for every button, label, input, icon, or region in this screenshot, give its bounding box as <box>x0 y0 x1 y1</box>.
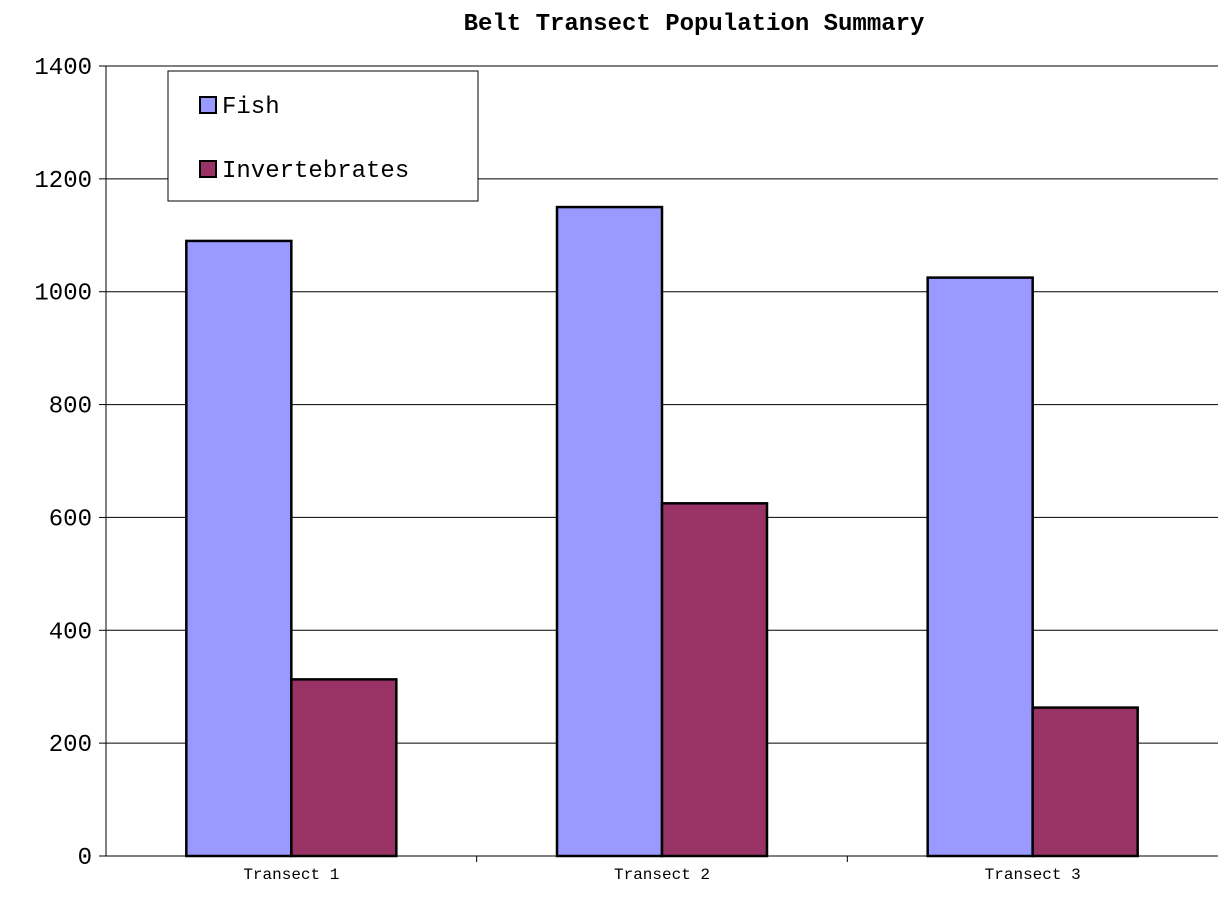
y-tick-label: 400 <box>49 619 92 646</box>
y-tick-label: 0 <box>78 845 92 872</box>
y-tick-label: 200 <box>49 732 92 759</box>
y-tick-label: 600 <box>49 506 92 533</box>
bar-invertebrates-transect-3 <box>1031 706 1139 858</box>
x-tick-label: Transect 3 <box>985 866 1081 884</box>
bars <box>185 205 1139 858</box>
axes <box>105 66 1218 857</box>
chart-title: Belt Transect Population Summary <box>464 11 925 38</box>
y-tick-label: 800 <box>49 394 92 421</box>
legend-swatch-invertebrates <box>199 160 217 178</box>
y-axis-ticks: 0 200 400 600 800 1000 1200 1400 <box>34 55 106 872</box>
y-tick-label: 1200 <box>34 168 92 195</box>
y-tick-label: 1400 <box>34 55 92 82</box>
x-axis-ticks: Transect 1 Transect 2 Transect 3 <box>243 856 1081 884</box>
legend-swatch-fish <box>199 96 217 114</box>
legend-box <box>167 70 479 202</box>
x-tick-label: Transect 1 <box>243 866 339 884</box>
legend-label-invertebrates: Invertebrates <box>222 158 409 185</box>
y-tick-label: 1000 <box>34 281 92 308</box>
bar-invertebrates-transect-1 <box>290 678 398 858</box>
bar-fish-transect-3 <box>926 276 1034 858</box>
x-tick-label: Transect 2 <box>614 866 710 884</box>
bar-fish-transect-2 <box>555 205 664 858</box>
legend: Fish Invertebrates <box>167 70 479 202</box>
legend-label-fish: Fish <box>222 94 280 121</box>
bar-fish-transect-1 <box>185 239 293 858</box>
bar-invertebrates-transect-2 <box>660 502 769 858</box>
